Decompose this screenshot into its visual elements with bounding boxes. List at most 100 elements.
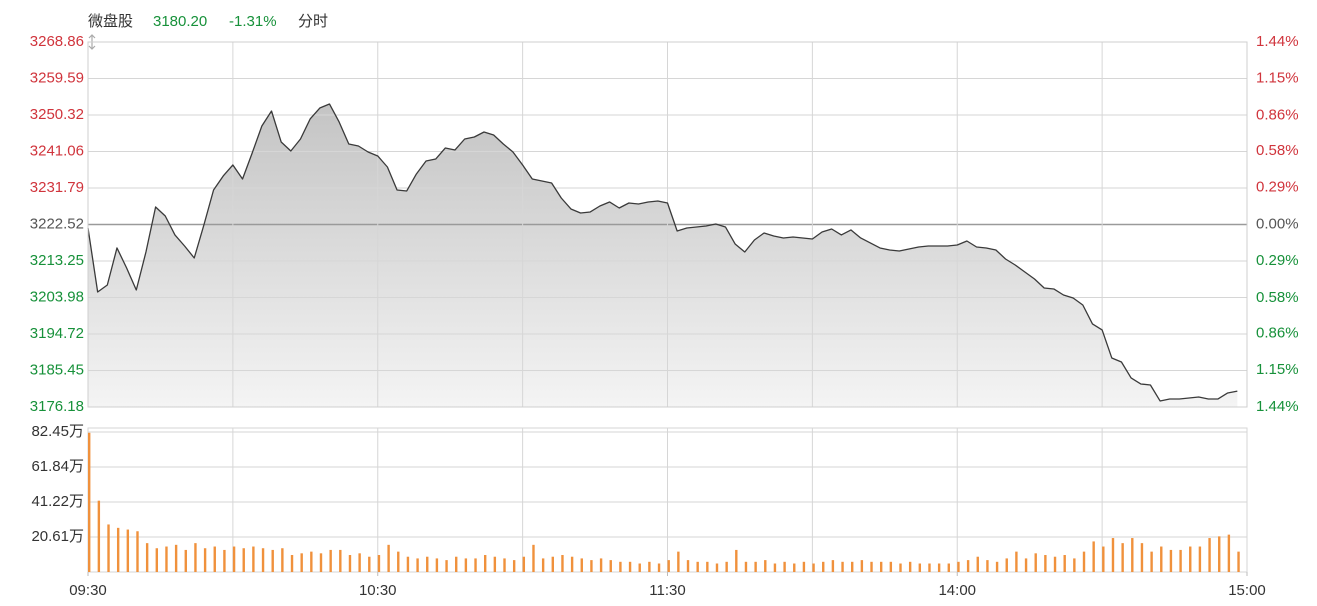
x-tick-label: 09:30 <box>69 582 107 599</box>
volume-bar <box>1053 556 1057 572</box>
volume-bar <box>300 553 303 572</box>
volume-bar <box>957 561 960 572</box>
y-tick-label: 3213.25 <box>30 252 84 269</box>
y-tick-label: 61.84万 <box>31 458 84 475</box>
change-percent: -1.31% <box>229 13 277 30</box>
volume-bar <box>1073 558 1076 572</box>
y-tick-label: 41.22万 <box>31 493 84 510</box>
volume-bar <box>1063 555 1066 572</box>
volume-bar <box>696 561 699 572</box>
volume-bar <box>773 563 777 572</box>
volume-bar <box>541 558 545 572</box>
y-tick-label: 3250.32 <box>30 106 84 123</box>
volume-bar <box>136 531 139 572</box>
volume-bar <box>686 560 690 572</box>
volume-bar <box>976 556 979 572</box>
volume-bar <box>735 549 738 572</box>
y-tick-label: 82.45万 <box>31 423 84 440</box>
x-tick-label: 10:30 <box>359 582 397 599</box>
volume-bar <box>435 558 439 572</box>
volume-bar <box>223 549 226 572</box>
y2-tick-label: 0.29% <box>1256 179 1299 196</box>
y-tick-label: 3231.79 <box>30 179 84 196</box>
volume-bar <box>397 551 400 572</box>
volume-bar <box>831 560 835 572</box>
volume-bar <box>203 548 207 572</box>
volume-bar <box>532 544 535 572</box>
y-tick-label: 3203.98 <box>30 288 84 305</box>
volume-bar <box>889 561 893 572</box>
volume-bar <box>677 551 680 572</box>
volume-bar <box>1121 543 1124 572</box>
volume-bar <box>281 548 284 572</box>
volume-bar <box>648 561 651 572</box>
volume-bar <box>194 543 197 572</box>
y2-tick-label: 0.58% <box>1256 289 1299 306</box>
volume-bar <box>793 563 796 572</box>
volume-bar <box>455 556 458 572</box>
volume-bar <box>822 561 825 572</box>
volume-bar <box>107 524 110 572</box>
volume-bar <box>1131 538 1134 572</box>
volume-bar <box>657 563 661 572</box>
y-tick-label: 3268.86 <box>30 33 84 50</box>
volume-bar <box>522 556 526 572</box>
volume-bar <box>754 561 757 572</box>
volume-bar <box>599 558 603 572</box>
volume-bar <box>339 549 342 572</box>
volume-bar <box>426 556 429 572</box>
volume-bar <box>145 543 149 572</box>
volume-bar <box>802 561 806 572</box>
volume-bar <box>1227 534 1231 572</box>
volume-bar <box>879 561 883 572</box>
volume-bar <box>290 555 294 572</box>
volume-bar <box>570 556 574 572</box>
volume-bar <box>445 560 448 572</box>
y2-tick-label: 1.15% <box>1256 70 1299 87</box>
volume-bar <box>1092 541 1095 572</box>
volume-bar <box>503 558 506 572</box>
x-tick-label: 15:00 <box>1228 582 1266 599</box>
volume-bar <box>580 558 583 572</box>
y2-tick-label: 0.29% <box>1256 252 1299 269</box>
volume-bar <box>406 556 410 572</box>
volume-bar <box>628 561 632 572</box>
volume-bar <box>928 563 931 572</box>
y2-tick-label: 1.44% <box>1256 33 1299 50</box>
volume-bar <box>1034 553 1037 572</box>
volume-bar <box>1111 538 1115 572</box>
volume-bar <box>715 563 719 572</box>
x-tick-label: 14:00 <box>938 582 976 599</box>
period: 分时 <box>298 13 328 30</box>
volume-bar <box>310 551 313 572</box>
volume-bar <box>116 527 120 572</box>
volume-bar <box>155 548 159 572</box>
volume-bar <box>551 556 554 572</box>
volume-bar <box>706 561 709 572</box>
volume-bar <box>1218 536 1221 572</box>
volume-bar <box>1160 546 1163 572</box>
y2-tick-label: 0.86% <box>1256 324 1299 341</box>
y2-tick-label: 1.44% <box>1256 398 1299 415</box>
volume-bar <box>1024 558 1028 572</box>
volume-bar <box>986 560 989 572</box>
y2-tick-label: 0.00% <box>1256 215 1299 232</box>
y2-tick-label: 0.58% <box>1256 142 1299 159</box>
volume-bar <box>474 558 477 572</box>
volume-bar <box>1150 551 1153 572</box>
last-price: 3180.20 <box>153 13 207 30</box>
volume-bar <box>88 432 91 572</box>
volume-bar <box>899 563 902 572</box>
volume-bar <box>1140 543 1144 572</box>
volume-bar <box>416 558 419 572</box>
volume-bar <box>252 546 255 572</box>
volume-bar <box>1015 551 1018 572</box>
panel-frame <box>87 41 1248 408</box>
y2-tick-label: 0.86% <box>1256 106 1299 123</box>
y-tick-label: 20.61万 <box>31 528 84 545</box>
volume-bar <box>667 560 670 572</box>
volume-bar <box>483 555 487 572</box>
volume-bar <box>1208 538 1211 572</box>
volume-bar <box>870 561 873 572</box>
